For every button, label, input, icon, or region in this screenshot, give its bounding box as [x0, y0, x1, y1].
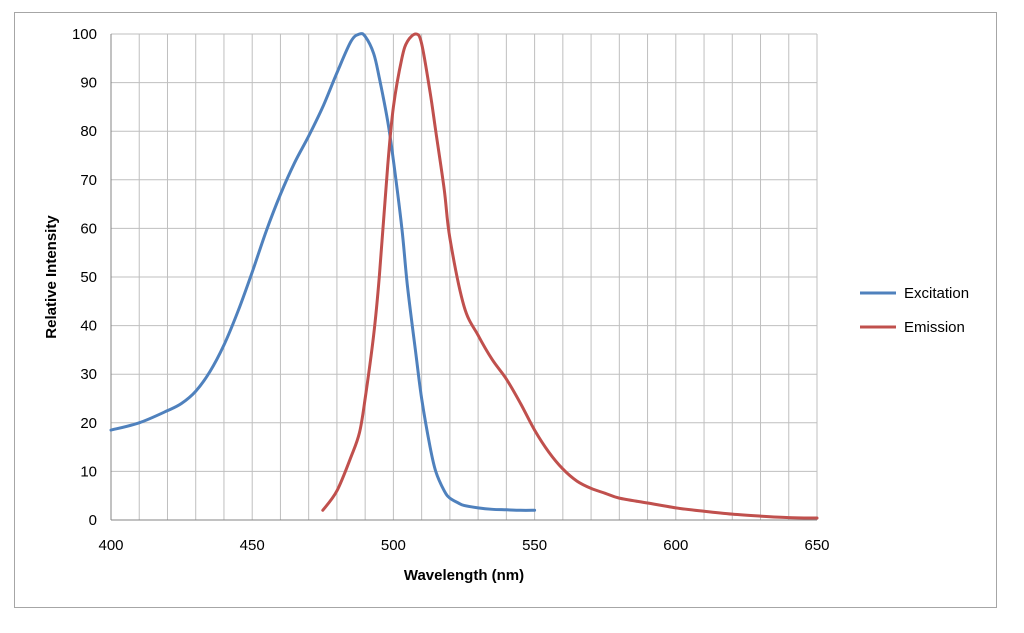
series-line-emission — [321, 32, 819, 520]
x-axis-title: Wavelength (nm) — [404, 567, 524, 584]
x-tick-label: 400 — [98, 537, 123, 554]
x-tick-label: 550 — [522, 537, 547, 554]
y-tick-label: 80 — [80, 123, 97, 140]
y-tick-labels: 0 10 20 30 40 50 60 70 80 90 100 — [72, 26, 97, 529]
x-tick-labels: 400 450 500 550 600 650 — [98, 537, 829, 554]
y-tick-label: 70 — [80, 172, 97, 189]
y-tick-label: 0 — [89, 512, 97, 529]
series-line-excitation — [109, 32, 537, 512]
legend: Excitation Emission — [860, 285, 969, 336]
y-tick-label: 60 — [80, 220, 97, 237]
grid — [110, 33, 818, 521]
y-axis-title: Relative Intensity — [43, 215, 60, 339]
y-tick-label: 90 — [80, 75, 97, 92]
legend-label-excitation: Excitation — [904, 285, 969, 302]
y-tick-label: 100 — [72, 26, 97, 43]
x-tick-label: 500 — [381, 537, 406, 554]
x-tick-label: 450 — [240, 537, 265, 554]
y-tick-label: 20 — [80, 415, 97, 432]
x-tick-label: 650 — [804, 537, 829, 554]
x-tick-label: 600 — [663, 537, 688, 554]
y-tick-label: 50 — [80, 269, 97, 286]
series-lines — [109, 32, 819, 520]
legend-label-emission: Emission — [904, 319, 965, 336]
y-tick-label: 10 — [80, 463, 97, 480]
y-tick-label: 40 — [80, 318, 97, 335]
y-tick-label: 30 — [80, 366, 97, 383]
